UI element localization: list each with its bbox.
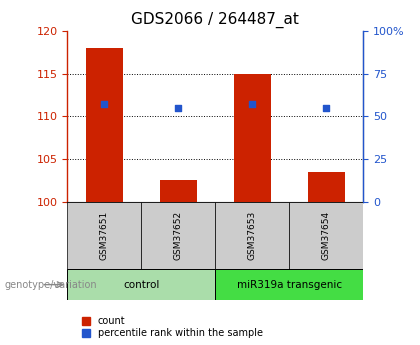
Text: miR319a transgenic: miR319a transgenic <box>237 280 342 289</box>
Text: GSM37651: GSM37651 <box>100 211 109 260</box>
Bar <box>234 74 271 202</box>
Title: GDS2066 / 264487_at: GDS2066 / 264487_at <box>131 12 299 28</box>
Bar <box>215 269 363 300</box>
Point <box>175 105 181 111</box>
Text: GSM37653: GSM37653 <box>248 211 257 260</box>
Text: GSM37654: GSM37654 <box>322 211 331 260</box>
Text: GSM37652: GSM37652 <box>174 211 183 260</box>
Bar <box>141 202 215 269</box>
Point <box>323 105 330 111</box>
Point <box>101 101 108 106</box>
Point <box>249 101 256 106</box>
Bar <box>86 48 123 202</box>
Text: control: control <box>123 280 160 289</box>
Text: genotype/variation: genotype/variation <box>4 280 97 289</box>
Bar <box>308 172 345 202</box>
Bar <box>160 180 197 202</box>
Bar <box>215 202 289 269</box>
Bar <box>67 269 215 300</box>
Bar <box>67 202 141 269</box>
Legend: count, percentile rank within the sample: count, percentile rank within the sample <box>81 314 265 340</box>
Bar <box>289 202 363 269</box>
